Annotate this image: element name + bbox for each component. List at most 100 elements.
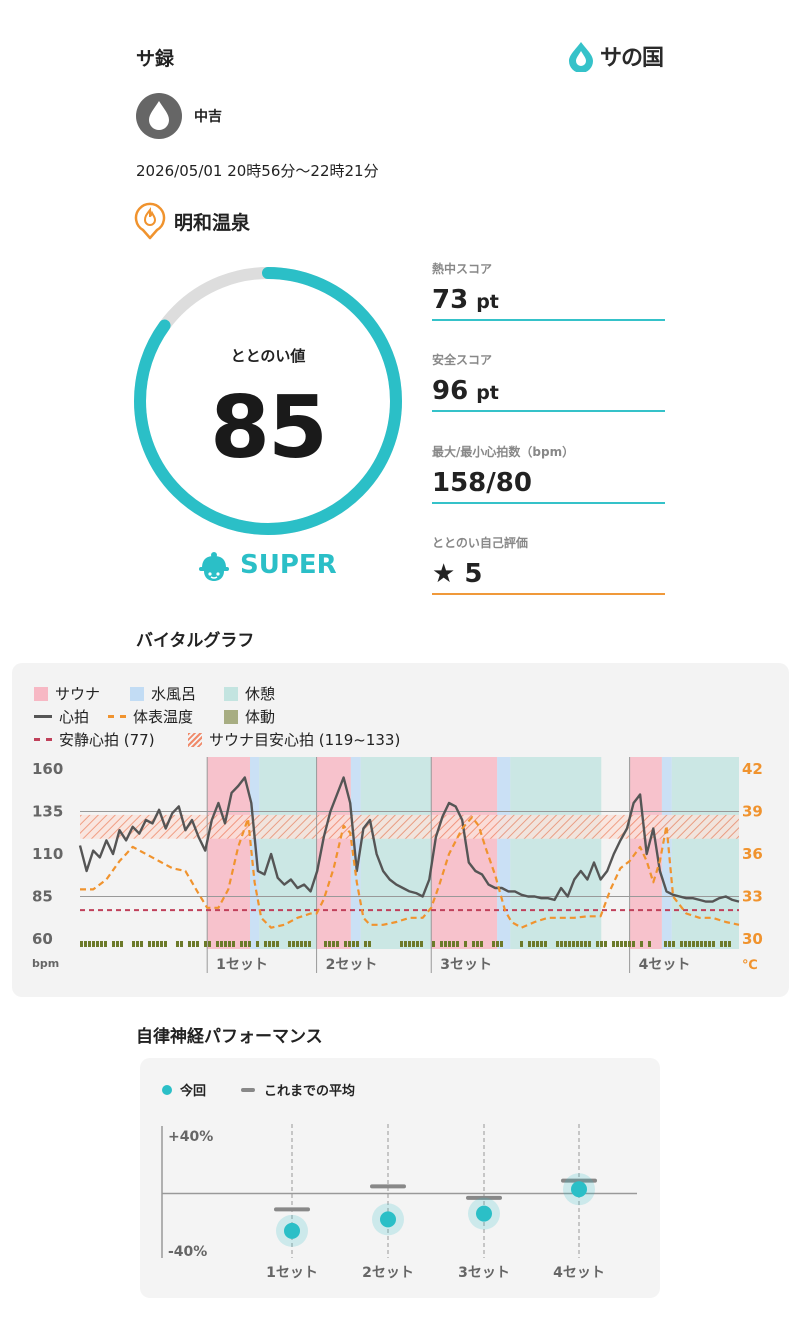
phase-rest	[671, 757, 739, 949]
motion-tick	[556, 941, 559, 947]
ring-progress	[134, 267, 402, 535]
legend-skin-temp-label: 体表温度	[133, 708, 194, 726]
motion-tick	[720, 941, 723, 947]
self-rating-value: ★ 5	[432, 559, 483, 589]
heart-rate-line	[78, 776, 740, 903]
motion-tick	[132, 941, 135, 947]
legend-current-label: 今回	[179, 1083, 206, 1099]
heat-score-unit: pt	[476, 291, 499, 313]
motion-tick	[224, 941, 227, 947]
legend-sauna: サウナ	[34, 683, 100, 704]
category-label: 4セット	[553, 1265, 605, 1281]
facility-name[interactable]: 明和温泉	[174, 211, 251, 234]
category-label: 1セット	[266, 1265, 318, 1281]
motion-tick	[112, 941, 115, 947]
heat-score-value: 73	[432, 285, 469, 315]
motion-tick	[728, 941, 731, 947]
heart-rate-range-value: 158/80	[432, 468, 532, 498]
motion-tick	[400, 941, 403, 947]
legend-resting-hr-label: 安静心拍 (77)	[59, 731, 155, 749]
motion-tick	[324, 941, 327, 947]
motion-tick	[620, 941, 623, 947]
set-label: 3セット	[440, 957, 492, 973]
motion-tick	[672, 941, 675, 947]
self-rating-label: ととのい自己評価	[432, 536, 528, 550]
motion-tick	[616, 941, 619, 947]
motion-tick	[564, 941, 567, 947]
motion-tick	[472, 941, 475, 947]
motion-tick	[304, 941, 307, 947]
motion-tick	[464, 941, 467, 947]
motion-tick	[92, 941, 95, 947]
motion-tick	[336, 941, 339, 947]
anp-title: 自律神経パフォーマンス	[136, 1027, 323, 1047]
category-label: 2セット	[362, 1265, 414, 1281]
y-left-tick: 60	[32, 930, 53, 948]
motion-tick	[216, 941, 219, 947]
phase-water	[250, 757, 260, 949]
motion-tick	[364, 941, 367, 947]
motion-tick	[368, 941, 371, 947]
legend-target-hr-label: サウナ目安心拍 (119~133)	[209, 731, 401, 749]
anp-chart: 今回 これまでの平均 +40% -40% 1セット 2セット 3セット 4セット	[161, 1083, 637, 1281]
motion-tick	[116, 941, 119, 947]
set-label: 4セット	[639, 957, 691, 973]
session-datetime: 2026/05/01 20時56分〜22時21分	[136, 162, 379, 180]
motion-tick	[536, 941, 539, 947]
motion-tick	[104, 941, 107, 947]
drop-logo-icon	[569, 42, 593, 72]
legend-water-label: 水風呂	[151, 685, 197, 703]
vital-graph-title: バイタルグラフ	[136, 631, 255, 651]
motion-tick	[88, 941, 91, 947]
legend-motion-label: 体動	[245, 708, 276, 726]
phase-rest	[259, 757, 317, 949]
rank-text: SUPER	[240, 550, 337, 580]
motion-tick	[664, 941, 667, 947]
average-marker	[274, 1207, 310, 1212]
phase-rest	[510, 757, 602, 949]
motion-tick	[220, 941, 223, 947]
legend-average-label: これまでの平均	[264, 1083, 355, 1099]
motion-tick	[576, 941, 579, 947]
self-rating[interactable]: ととのい自己評価 ★ 5	[432, 534, 665, 595]
motion-tick	[160, 941, 163, 947]
motion-tick	[416, 941, 419, 947]
motion-tick	[572, 941, 575, 947]
motion-tick	[288, 941, 291, 947]
motion-tick	[668, 941, 671, 947]
motion-tick	[492, 941, 495, 947]
motion-tick	[240, 941, 243, 947]
user-row[interactable]: 中吉	[136, 93, 222, 139]
phase-water	[497, 757, 511, 949]
y-right-tick: 30	[742, 930, 763, 948]
legend-hr: 心拍	[34, 706, 89, 727]
motion-tick	[692, 941, 695, 947]
motion-tick	[308, 941, 311, 947]
legend-motion: 体動	[224, 706, 275, 727]
motion-tick	[588, 941, 591, 947]
facility-row[interactable]: 明和温泉	[134, 202, 250, 240]
motion-tick	[448, 941, 451, 947]
motion-tick	[480, 941, 483, 947]
motion-tick	[136, 941, 139, 947]
user-avatar-drop-icon	[136, 93, 182, 139]
y-left-tick: 85	[32, 888, 53, 906]
motion-tick	[528, 941, 531, 947]
motion-tick	[704, 941, 707, 947]
phase-water	[661, 757, 672, 949]
motion-tick	[412, 941, 415, 947]
motion-tick	[100, 941, 103, 947]
motion-tick	[596, 941, 599, 947]
motion-tick	[332, 941, 335, 947]
motion-tick	[96, 941, 99, 947]
motion-tick	[120, 941, 123, 947]
y-tick-top: +40%	[168, 1129, 213, 1145]
motion-tick	[84, 941, 87, 947]
motion-tick	[444, 941, 447, 947]
totonoi-value: 85	[210, 378, 328, 478]
motion-tick	[300, 941, 303, 947]
phase-sauna	[431, 757, 498, 949]
safety-score-unit: pt	[476, 382, 499, 404]
motion-tick	[420, 941, 423, 947]
vital-graph-card: サウナ 水風呂 休憩 心拍 体表温度 体動 安静心拍 (77) サウナ目安心拍 …	[12, 663, 789, 997]
